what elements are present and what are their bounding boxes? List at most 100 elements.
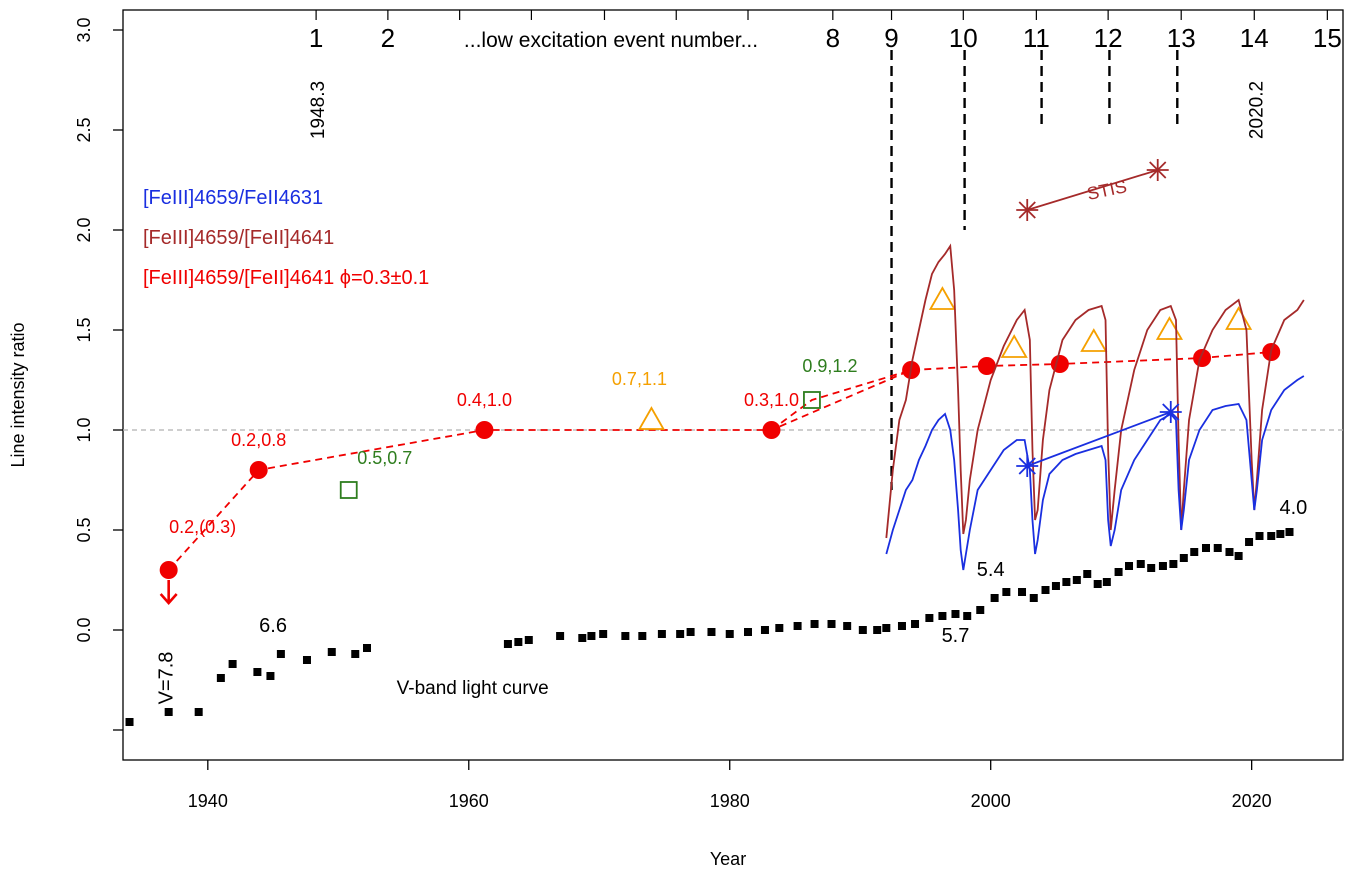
data-point <box>1225 548 1234 556</box>
data-point <box>578 634 587 642</box>
data-point <box>1093 580 1102 588</box>
data-point <box>925 614 934 622</box>
event-number-label: 14 <box>1240 23 1269 53</box>
annotations: V=7.8 6.6 5.4 5.7 4.0 <box>156 497 1308 704</box>
data-point <box>1179 554 1188 562</box>
data-point <box>1114 568 1123 576</box>
data-point <box>810 620 819 628</box>
data-point <box>963 612 972 620</box>
dashed-trend-line <box>167 351 1272 571</box>
data-point <box>1102 578 1111 586</box>
data-point <box>1018 588 1027 596</box>
data-point <box>266 672 275 680</box>
x-tick-label: 2020 <box>1232 791 1272 811</box>
data-point <box>637 406 666 430</box>
data-point <box>1072 576 1081 584</box>
data-point <box>882 624 891 632</box>
event-date-label: 2020.2 <box>1246 81 1267 139</box>
data-point <box>707 628 716 636</box>
data-point <box>1158 562 1167 570</box>
legend: [FeIII]4659/FeII4631 [FeIII]4659/[FeII]46… <box>143 187 429 289</box>
data-point <box>1276 530 1285 538</box>
data-point <box>194 708 203 716</box>
event-number-label: 12 <box>1094 23 1123 53</box>
data-point <box>164 708 173 716</box>
data-point <box>725 630 734 638</box>
event-date-label: 1948.3 <box>308 81 329 139</box>
data-point <box>556 632 565 640</box>
y-tick-label: 3.0 <box>74 17 94 42</box>
data-point <box>1193 349 1212 367</box>
series-line-4 <box>885 243 1305 539</box>
data-point <box>587 632 596 640</box>
data-point <box>977 357 996 375</box>
data-point <box>1234 552 1243 560</box>
data-point <box>686 628 695 636</box>
legend-entry: [FeIII]4659/FeII4631 <box>143 187 323 209</box>
stis-label: STIS <box>1085 176 1128 204</box>
data-point <box>228 660 237 668</box>
point-label: 0.2,(0.3) <box>169 517 236 537</box>
data-point <box>351 650 360 658</box>
data-point <box>1080 328 1108 352</box>
top-axis: 1 2 8 9 10 11 12 13 14 15...low excitation event … <box>308 10 1342 490</box>
data-point <box>843 622 852 630</box>
data-point <box>125 718 134 726</box>
data-point <box>1136 560 1145 568</box>
data-point <box>514 638 523 646</box>
point-label: 0.3,1.0 <box>744 390 799 410</box>
plot-frame <box>122 9 1344 761</box>
data-point <box>976 606 985 614</box>
data-point <box>827 620 836 628</box>
data-point <box>938 612 947 620</box>
data-point <box>475 421 494 439</box>
data-point <box>1225 306 1253 330</box>
data-point <box>253 668 262 676</box>
data-point <box>1050 355 1069 373</box>
event-number-label: 10 <box>949 23 978 53</box>
asterisk-connector-line <box>1026 411 1172 467</box>
data-point <box>873 626 882 634</box>
data-point <box>1000 334 1028 358</box>
annotation: 6.6 <box>259 615 287 637</box>
data-point <box>1201 544 1210 552</box>
data-point <box>1051 582 1060 590</box>
event-number-label: 1 <box>309 23 323 53</box>
legend-entry: [FeIII]4659/[FeII]4641 ϕ=0.3±0.1 <box>143 267 429 289</box>
data-point <box>803 391 821 409</box>
data-point <box>657 630 666 638</box>
data-point <box>928 286 956 310</box>
data-point <box>762 421 781 439</box>
data-point <box>858 626 867 634</box>
point-label: 0.4,1.0 <box>457 390 512 410</box>
data-point <box>775 624 784 632</box>
y-tick-label: 2.5 <box>74 117 94 142</box>
data-point <box>621 632 630 640</box>
data-point <box>1146 159 1169 181</box>
data-point <box>1159 401 1182 423</box>
point-label: 0.7,1.1 <box>612 369 667 389</box>
data-point <box>760 626 769 634</box>
event-number-label: 8 <box>826 23 840 53</box>
y-tick-label: 1.0 <box>74 417 94 442</box>
data-point <box>1029 594 1038 602</box>
point-label: 0.9,1.2 <box>802 356 857 376</box>
data-point <box>1190 548 1199 556</box>
data-point <box>897 622 906 630</box>
data-point <box>676 630 685 638</box>
data-point <box>503 640 512 648</box>
data-point <box>159 561 178 579</box>
data-point <box>1125 562 1134 570</box>
axes: 1940 1960 1980 2000 2020 Year 0.0 0.5 1.0 1.5 2.0 2… <box>8 9 1344 869</box>
data-point <box>599 630 608 638</box>
series-line-5 <box>885 375 1305 571</box>
y-tick-label: 2.0 <box>74 217 94 242</box>
upper-limit-arrow-head <box>159 593 178 605</box>
annotation: V=7.8 <box>156 652 178 705</box>
data-point <box>1002 588 1011 596</box>
data-point <box>1285 528 1294 536</box>
x-tick-label: 2000 <box>971 791 1011 811</box>
data-point <box>1169 560 1178 568</box>
